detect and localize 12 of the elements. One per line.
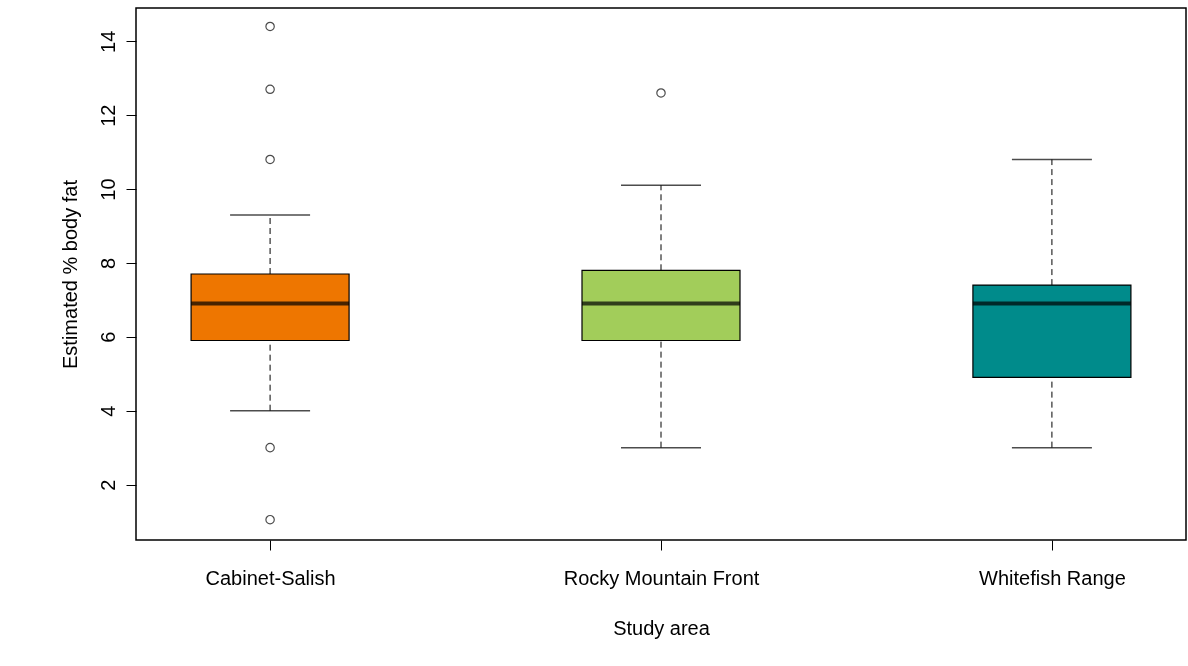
x-tick-label: Cabinet-Salish <box>205 566 336 589</box>
y-tick-label: 8 <box>96 257 119 269</box>
y-tick-label: 4 <box>96 405 119 417</box>
y-tick-label: 14 <box>96 30 119 53</box>
y-tick-label: 6 <box>96 331 119 343</box>
y-tick-label: 10 <box>96 178 119 201</box>
y-axis-title: Estimated % body fat <box>58 179 81 369</box>
x-axis-title: Study area <box>613 616 711 639</box>
x-tick-label: Rocky Mountain Front <box>563 566 760 589</box>
y-tick-label: 12 <box>96 104 119 127</box>
y-tick-label: 2 <box>96 479 119 491</box>
x-tick-label: Whitefish Range <box>979 566 1126 589</box>
